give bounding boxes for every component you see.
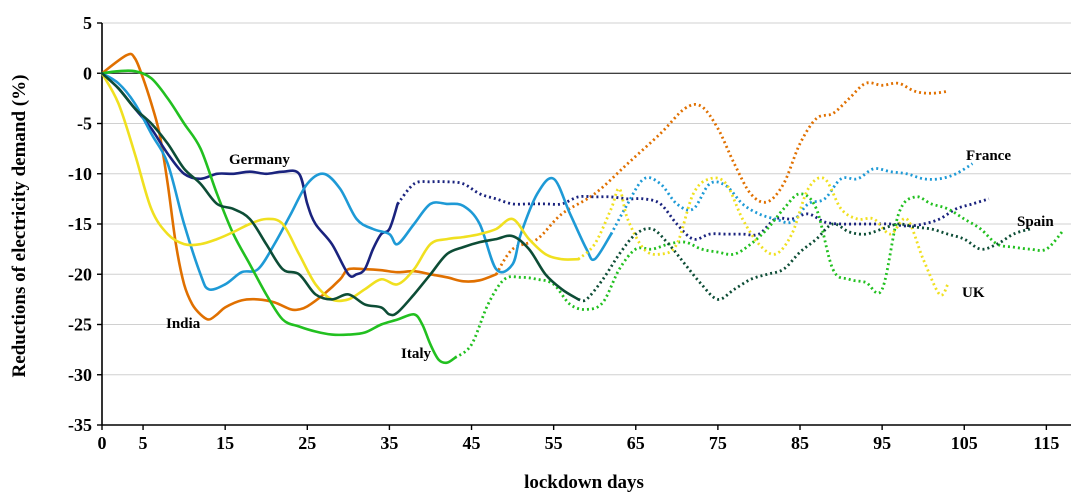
x-tick-label: 95 xyxy=(873,433,891,453)
x-tick-label: 75 xyxy=(709,433,727,453)
series-germany-line-dotted xyxy=(396,180,990,241)
series-france-line-dotted xyxy=(609,162,974,235)
series-uk-line-solid xyxy=(100,72,580,303)
x-tick-label: 65 xyxy=(627,433,645,453)
series-lines xyxy=(100,52,1064,365)
axes xyxy=(97,22,1071,430)
x-tick-label: 35 xyxy=(380,433,398,453)
y-axis-title: Reductions of electricity demand (%) xyxy=(9,75,30,378)
series-spain-line-solid xyxy=(100,72,580,317)
x-axis-title: lockdown days xyxy=(524,472,644,493)
series-germany-line-solid xyxy=(100,72,399,278)
y-tick-label: -30 xyxy=(68,365,92,385)
y-tick-label: 0 xyxy=(83,63,92,83)
x-tick-label: 105 xyxy=(951,433,978,453)
y-tick-label: -35 xyxy=(68,415,92,435)
annotation-spain: Spain xyxy=(1017,214,1054,230)
annotation-india: India xyxy=(166,316,201,332)
x-tick-label: 55 xyxy=(545,433,563,453)
x-tick-label: 115 xyxy=(1033,433,1059,453)
x-tick-label: 15 xyxy=(216,433,234,453)
x-tick-label: 85 xyxy=(791,433,809,453)
x-tick-label: 0 xyxy=(98,433,107,453)
series-france-line-solid xyxy=(100,72,613,291)
series-italy-line-solid xyxy=(100,69,457,365)
series-india-line-dotted xyxy=(494,81,949,276)
annotation-germany: Germany xyxy=(229,152,290,168)
series-spain-line-dotted xyxy=(577,222,1031,303)
x-tick-label: 45 xyxy=(463,433,481,453)
annotation-italy: Italy xyxy=(401,346,432,362)
annotation-uk: UK xyxy=(962,285,985,301)
x-tick-labels: 0 5 15 25 35 45 55 65 75 85 95 105 115 xyxy=(98,433,1060,453)
y-tick-label: -25 xyxy=(68,315,92,335)
annotation-france: France xyxy=(966,148,1011,164)
series-uk-line-dotted xyxy=(577,176,950,297)
x-tick-label: 5 xyxy=(139,433,148,453)
series-india-line-solid xyxy=(100,52,498,321)
series-annotations: Germany France Spain UK India Italy xyxy=(166,148,1054,362)
x-tick-label: 25 xyxy=(298,433,316,453)
y-tick-label: -15 xyxy=(68,214,92,234)
y-tick-label: -5 xyxy=(77,114,92,134)
y-tick-label: 5 xyxy=(83,13,92,33)
y-tick-label: -20 xyxy=(68,264,92,284)
y-tick-labels: 5 0 -5 -10 -15 -20 -25 -30 -35 xyxy=(68,13,92,435)
y-tick-label: -10 xyxy=(68,164,92,184)
